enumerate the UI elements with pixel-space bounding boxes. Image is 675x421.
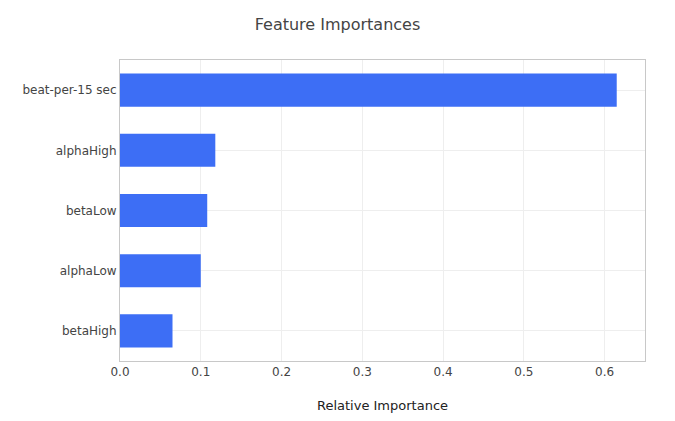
svg-text:0.1: 0.1 xyxy=(191,365,210,379)
svg-text:0.4: 0.4 xyxy=(434,365,453,379)
svg-text:alphaLow: alphaLow xyxy=(60,264,117,278)
svg-text:0.6: 0.6 xyxy=(595,365,614,379)
svg-text:beat-per-15 sec: beat-per-15 sec xyxy=(22,83,116,97)
svg-text:betaLow: betaLow xyxy=(66,204,117,218)
svg-text:0.0: 0.0 xyxy=(110,365,129,379)
svg-text:0.5: 0.5 xyxy=(514,365,533,379)
svg-text:betaHigh: betaHigh xyxy=(62,324,117,338)
svg-text:0.3: 0.3 xyxy=(353,365,372,379)
svg-text:alphaHigh: alphaHigh xyxy=(56,144,117,158)
svg-text:0.2: 0.2 xyxy=(272,365,291,379)
svg-text:Feature Importances: Feature Importances xyxy=(255,15,421,34)
svg-text:Relative Importance: Relative Importance xyxy=(317,398,448,413)
